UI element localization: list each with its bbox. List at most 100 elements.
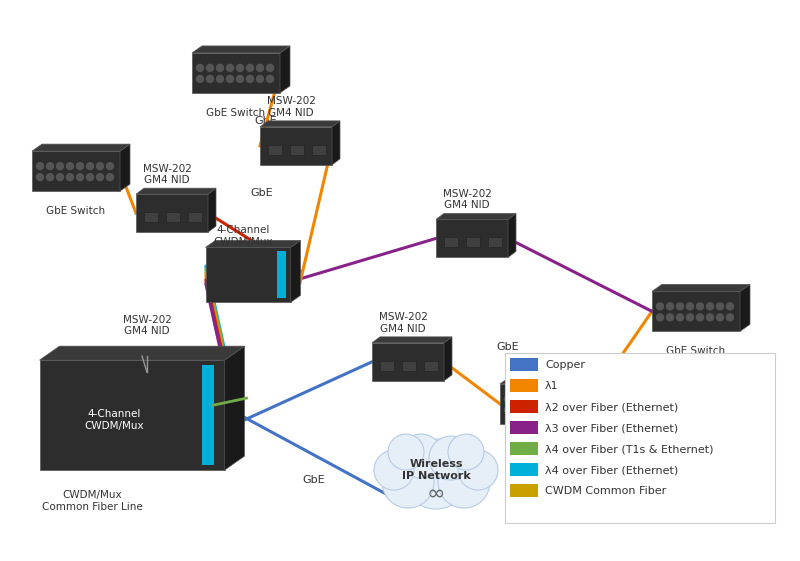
Circle shape	[257, 75, 263, 82]
Text: GbE: GbE	[302, 475, 326, 485]
FancyBboxPatch shape	[424, 361, 438, 371]
Circle shape	[197, 65, 203, 71]
Circle shape	[106, 163, 114, 169]
Circle shape	[77, 163, 83, 169]
Text: CWDM/Mux
Common Fiber Line: CWDM/Mux Common Fiber Line	[42, 490, 142, 512]
Circle shape	[388, 434, 424, 470]
Circle shape	[46, 163, 54, 169]
Polygon shape	[39, 346, 245, 360]
FancyBboxPatch shape	[466, 237, 480, 247]
Text: GbE: GbE	[497, 342, 519, 352]
Circle shape	[66, 173, 74, 181]
Circle shape	[266, 65, 274, 71]
Polygon shape	[206, 247, 290, 302]
Circle shape	[545, 406, 551, 413]
Polygon shape	[372, 337, 452, 343]
FancyBboxPatch shape	[268, 145, 282, 155]
Text: MSW-202
GM4 NID: MSW-202 GM4 NID	[266, 96, 315, 118]
Polygon shape	[290, 241, 301, 302]
Text: λ4 over Fiber (T1s & Ethernet): λ4 over Fiber (T1s & Ethernet)	[545, 444, 714, 454]
Text: λ2 over Fiber (Ethernet): λ2 over Fiber (Ethernet)	[545, 402, 678, 412]
Circle shape	[677, 314, 683, 321]
Circle shape	[574, 406, 582, 413]
Circle shape	[374, 450, 414, 490]
Polygon shape	[192, 53, 280, 93]
Circle shape	[554, 396, 562, 402]
FancyBboxPatch shape	[510, 442, 538, 455]
FancyBboxPatch shape	[402, 361, 416, 371]
FancyBboxPatch shape	[312, 145, 326, 155]
Text: MSW-202
GM4 NID: MSW-202 GM4 NID	[122, 315, 171, 336]
Circle shape	[237, 65, 243, 71]
Circle shape	[429, 436, 473, 480]
Circle shape	[697, 314, 703, 321]
Text: MSW-202
GM4 NID: MSW-202 GM4 NID	[442, 189, 491, 210]
Circle shape	[458, 450, 498, 490]
Text: CWDM Common Fiber: CWDM Common Fiber	[545, 486, 666, 496]
FancyBboxPatch shape	[510, 379, 538, 392]
Circle shape	[57, 163, 63, 169]
Circle shape	[448, 434, 484, 470]
Text: Copper: Copper	[545, 360, 585, 370]
FancyBboxPatch shape	[510, 463, 538, 476]
Polygon shape	[136, 194, 208, 232]
Circle shape	[726, 314, 734, 321]
Polygon shape	[32, 144, 130, 151]
Circle shape	[246, 75, 254, 82]
Circle shape	[237, 75, 243, 82]
Text: MSW-202
GM4 NID: MSW-202 GM4 NID	[142, 164, 191, 185]
Circle shape	[57, 173, 63, 181]
Text: GbE Switch: GbE Switch	[46, 206, 106, 216]
Circle shape	[514, 406, 522, 413]
FancyBboxPatch shape	[144, 212, 158, 222]
Circle shape	[657, 303, 663, 310]
Circle shape	[197, 75, 203, 82]
FancyBboxPatch shape	[488, 237, 502, 247]
Polygon shape	[332, 121, 340, 165]
Circle shape	[226, 65, 234, 71]
FancyBboxPatch shape	[277, 251, 286, 298]
Circle shape	[97, 173, 103, 181]
Text: Wireless
IP Network: Wireless IP Network	[402, 459, 470, 481]
Circle shape	[257, 65, 263, 71]
Polygon shape	[32, 151, 120, 191]
Text: λ3 over Fiber (Ethernet): λ3 over Fiber (Ethernet)	[545, 423, 678, 433]
Circle shape	[505, 406, 511, 413]
Circle shape	[534, 396, 542, 402]
Text: GbE: GbE	[254, 116, 278, 126]
Circle shape	[666, 303, 674, 310]
Polygon shape	[206, 241, 301, 247]
Text: GbE Switch: GbE Switch	[666, 346, 726, 356]
Text: GbE Switch: GbE Switch	[514, 439, 574, 449]
FancyBboxPatch shape	[188, 212, 202, 222]
Circle shape	[226, 75, 234, 82]
Circle shape	[46, 173, 54, 181]
Text: GbE: GbE	[250, 188, 274, 198]
Circle shape	[686, 303, 694, 310]
Circle shape	[686, 314, 694, 321]
Circle shape	[534, 406, 542, 413]
Circle shape	[525, 396, 531, 402]
Circle shape	[717, 303, 723, 310]
Circle shape	[206, 65, 214, 71]
Circle shape	[438, 456, 490, 508]
Circle shape	[206, 75, 214, 82]
Circle shape	[97, 163, 103, 169]
Polygon shape	[444, 337, 452, 381]
Circle shape	[706, 314, 714, 321]
Polygon shape	[192, 46, 290, 53]
Circle shape	[401, 439, 471, 509]
Circle shape	[677, 303, 683, 310]
FancyBboxPatch shape	[290, 145, 304, 155]
FancyBboxPatch shape	[380, 361, 394, 371]
FancyBboxPatch shape	[202, 365, 214, 465]
Circle shape	[217, 65, 223, 71]
Text: 4-Channel
CWDM/Mux: 4-Channel CWDM/Mux	[213, 226, 273, 247]
FancyBboxPatch shape	[505, 353, 775, 523]
Polygon shape	[652, 284, 750, 291]
Polygon shape	[508, 213, 516, 257]
Polygon shape	[588, 377, 598, 424]
Text: λ4 over Fiber (Ethernet): λ4 over Fiber (Ethernet)	[545, 465, 678, 475]
Polygon shape	[652, 291, 740, 332]
Circle shape	[77, 173, 83, 181]
